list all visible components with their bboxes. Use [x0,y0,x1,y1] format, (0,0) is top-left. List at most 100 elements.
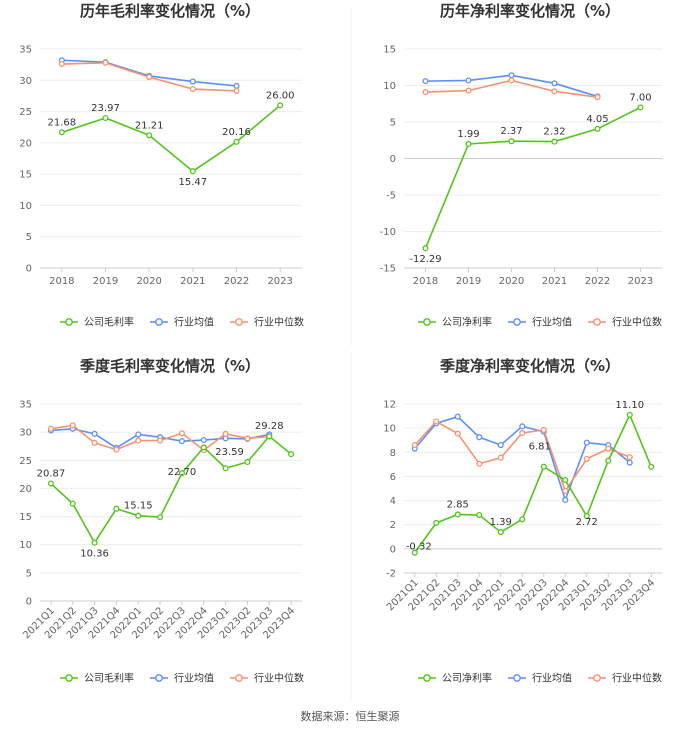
annual-net-margin-data-label: -12.29 [409,254,441,265]
y-tick-label: 4 [390,496,396,507]
quarterly-net-margin-data-label: 6.81 [529,442,551,453]
x-tick-label: 2019 [93,276,118,287]
quarterly-net-margin-industry_avg-point [626,459,633,466]
quarterly-gross-margin-data-label: 22.70 [168,467,197,478]
annual-gross-margin-industry_median-point [233,87,240,94]
annual-gross-margin-company-point [146,132,153,139]
quarterly-gross-margin-company-point [222,465,229,472]
annual-gross-margin-data-label: 21.68 [48,117,77,128]
quarterly-net-margin-industry_median-point [454,430,461,437]
quarterly-net-margin-industry_avg-point [497,441,504,449]
legend-label: 公司净利率 [442,316,492,329]
legend-label: 行业均值 [532,316,572,329]
quarterly-net-margin-company-point [476,512,483,519]
y-tick-label: 25 [19,107,32,118]
y-tick-label: 5 [26,568,32,579]
y-tick-label: 6 [390,472,396,483]
quarterly-gross-margin-chart: 季度毛利率变化情况（%）051015202530352021Q12021Q220… [19,357,304,685]
legend-label: 公司毛利率 [84,672,134,685]
quarterly-gross-margin-company-point [157,514,164,521]
quarterly-gross-margin-company-point [69,500,76,507]
quarterly-gross-margin-data-label: 23.59 [215,447,244,458]
quarterly-gross-margin-industry_median-point [178,430,185,437]
annual-gross-margin-data-label: 15.47 [179,177,208,188]
quarterly-gross-margin-company-point [288,451,295,458]
annual-gross-margin-chart: 历年毛利率变化情况（%） 0 5 10 15 20 25 30 35 2018 2019 2020 20… [19,2,304,329]
quarterly-net-margin-industry_median-point [519,429,526,437]
quarterly-gross-margin-industry_median-point [113,446,120,453]
annual-net-margin-industry_median-point [422,89,429,96]
quarterly-net-margin-industry_median-point [433,418,440,425]
legend-label: 行业中位数 [254,672,304,685]
quarterly-net-margin-company-point [648,463,655,470]
y-tick-label: 10 [383,81,396,92]
legend-marker-icon [593,674,601,682]
annual-net-margin-company-point [508,138,515,145]
y-tick-label: 20 [19,138,32,149]
legend-label: 行业中位数 [612,316,662,329]
annual-gross-margin-company-point [233,138,240,145]
annual-net-margin-industry_median-point [465,87,472,94]
quarterly-gross-margin-industry_median-point [157,437,164,444]
quarterly-net-margin-data-label: -0.32 [406,542,432,553]
quarterly-gross-margin-company-point [244,458,251,466]
quarterly-net-margin-company-point [519,516,526,523]
x-tick-label: 2022 [585,276,610,287]
annual-net-margin-data-label: 1.99 [457,129,479,140]
y-tick-label: 5 [390,118,396,129]
quarterly-net-margin-title: 季度净利率变化情况（%） [440,357,620,375]
quarterly-gross-margin-company-line [50,435,292,545]
quarterly-net-margin-industry_median-point [540,426,547,434]
y-tick-label: 2 [390,520,396,531]
x-tick-label: 2021 [180,276,205,287]
annual-gross-margin-industry_median-point [189,85,196,93]
quarterly-gross-margin-company-point [91,539,98,546]
annual-net-margin-legend: 公司净利率 行业均值 行业中位数 [418,316,662,329]
y-tick-label: 20 [19,484,32,495]
x-tick-label: 2022 [224,276,249,287]
x-tick-label: 2018 [413,276,438,287]
quarterly-gross-margin-company-point [266,433,273,440]
annual-net-margin-chart: 历年净利率变化情况（%） -15 -10 -5 0 5 10 15 2018 2019 2020 20… [380,2,662,329]
annual-gross-margin-company-point [189,168,196,175]
quarterly-net-margin-company-point [433,519,440,526]
annual-gross-margin-title: 历年毛利率变化情况（%） [80,2,260,20]
legend-label: 公司毛利率 [84,316,134,329]
x-tick-label: 2023 [267,276,292,287]
quarterly-gross-margin-industry_median-point [91,439,98,446]
quarterly-net-margin-industry_median-point [411,441,418,449]
annual-gross-margin-industry_median-point [102,59,109,66]
quarterly-gross-margin-company-point [200,444,207,451]
quarterly-gross-margin-title: 季度毛利率变化情况（%） [80,357,260,375]
annual-net-margin-industry_median-point [551,88,558,95]
y-tick-label: 35 [19,45,32,56]
legend-label: 行业均值 [174,316,214,329]
quarterly-gross-margin-company-point [113,505,120,512]
y-tick-label: 12 [383,400,396,411]
quarterly-net-margin-industry_avg-point [519,423,526,430]
quarterly-net-margin-industry_avg-point [562,496,569,504]
annual-gross-margin-legend: 公司毛利率 行业均值 行业中位数 [60,316,304,329]
quarterly-gross-margin-industry_avg-point [135,431,142,438]
quarterly-net-margin-industry_avg-point [454,413,461,420]
annual-gross-margin-industry_median-point [58,60,65,68]
annual-net-margin-company-point [637,104,644,111]
annual-gross-margin-company-line [61,104,281,173]
quarterly-net-margin-industry_median-point [605,445,612,452]
y-tick-label: 0 [26,597,32,608]
legend-marker-icon [513,674,521,682]
quarterly-net-margin-industry_median-point [626,454,633,461]
annual-net-margin-company-point [422,245,429,252]
quarterly-gross-margin-industry_avg-point [200,436,207,444]
quarterly-net-margin-industry_avg-point [583,439,590,446]
quarterly-gross-margin-industry_avg-point [178,438,185,445]
quarterly-net-margin-company-point [562,476,569,484]
annual-net-margin-industry_median-point [594,94,601,101]
legend-marker-icon [65,318,73,326]
x-tick-label: 2020 [499,276,524,287]
legend-label: 行业均值 [532,672,572,685]
annual-net-margin-industry_avg-point [551,80,558,87]
annual-net-margin-data-label: 2.37 [500,126,522,137]
legend-marker-icon [513,318,521,326]
